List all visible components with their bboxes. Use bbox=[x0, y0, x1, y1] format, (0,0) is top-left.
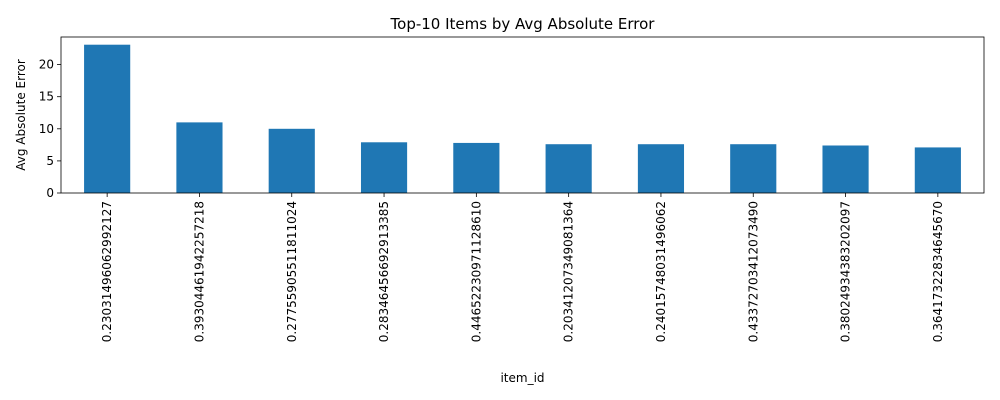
y-tick-label-4: 15 bbox=[39, 90, 54, 104]
x-tick-label-6: 0.20341207349081364 bbox=[562, 201, 576, 342]
y-tick-label-3: 10 bbox=[39, 122, 54, 136]
x-tick-label-8: 0.43372703412073490 bbox=[746, 201, 760, 342]
x-tick-label-9: 0.38024934383202097 bbox=[839, 201, 853, 342]
bar-3 bbox=[268, 128, 315, 193]
x-axis: 0.23031496062992127 0.39304461942257218 0.… bbox=[100, 193, 945, 342]
bar-2 bbox=[176, 122, 223, 193]
y-axis-label: Avg Absolute Error bbox=[14, 59, 28, 171]
x-axis-label: item_id bbox=[500, 371, 544, 385]
bars-group bbox=[84, 44, 961, 193]
bar-4 bbox=[360, 142, 408, 193]
y-tick-label-1: 0 bbox=[46, 186, 54, 200]
x-tick-label-7: 0.24015748031496062 bbox=[654, 201, 668, 342]
x-tick-label-3: 0.27755905511811024 bbox=[285, 201, 299, 342]
bar-10 bbox=[914, 147, 961, 193]
bar-6 bbox=[545, 144, 592, 193]
chart-title: Top-10 Items by Avg Absolute Error bbox=[390, 15, 656, 33]
bar-9 bbox=[822, 145, 869, 193]
bar-5 bbox=[453, 142, 500, 193]
y-tick-label-5: 20 bbox=[39, 58, 54, 72]
plot-frame bbox=[60, 36, 985, 194]
x-tick-label-10: 0.36417322834645670 bbox=[931, 201, 945, 342]
x-tick-label-1: 0.23031496062992127 bbox=[100, 201, 114, 342]
x-tick-label-2: 0.39304461942257218 bbox=[192, 201, 206, 342]
bar-1 bbox=[84, 44, 131, 193]
y-axis: 0 5 10 15 20 bbox=[39, 58, 61, 200]
bar-7 bbox=[637, 144, 685, 193]
x-tick-label-4: 0.28346456692913385 bbox=[377, 201, 391, 342]
bar-8 bbox=[730, 144, 777, 193]
y-tick-label-2: 5 bbox=[46, 154, 54, 168]
x-tick-label-5: 0.44652230971128610 bbox=[469, 201, 483, 342]
